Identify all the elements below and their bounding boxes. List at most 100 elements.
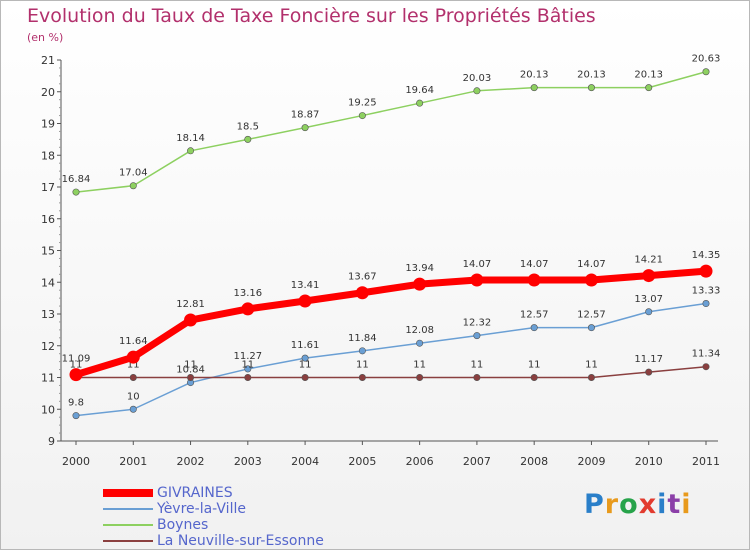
data-label: 11 — [299, 360, 312, 371]
data-point — [702, 68, 710, 76]
legend-item: Yèvre-la-Ville — [103, 501, 324, 517]
legend-swatch — [103, 524, 153, 526]
data-point — [473, 373, 481, 381]
data-point — [184, 313, 198, 327]
data-label: 14.07 — [520, 259, 549, 270]
data-label: 13.41 — [291, 280, 320, 291]
data-point — [416, 373, 424, 381]
data-point — [702, 363, 710, 371]
data-point — [129, 373, 137, 381]
data-point — [355, 286, 369, 300]
proxiti-logo: Proxiti — [584, 489, 692, 520]
data-label: 12.57 — [520, 310, 549, 321]
legend-label: Yèvre-la-Ville — [157, 501, 246, 517]
data-point — [358, 373, 366, 381]
data-label: 11.61 — [291, 340, 320, 351]
data-label: 11 — [413, 360, 426, 371]
data-label: 11 — [585, 360, 598, 371]
series-line — [74, 267, 707, 378]
y-tick-label: 20 — [41, 86, 55, 99]
data-label: 12.57 — [577, 310, 606, 321]
data-point — [416, 99, 424, 107]
legend-item: La Neuville-sur-Essonne — [103, 533, 324, 549]
data-point — [587, 324, 595, 332]
data-label: 12.81 — [176, 299, 205, 310]
data-point — [241, 302, 255, 316]
data-point — [473, 87, 481, 95]
logo-letter: t — [667, 489, 682, 520]
data-label: 11.84 — [348, 333, 377, 344]
legend-label: GIVRAINES — [157, 485, 233, 501]
data-point — [126, 350, 140, 364]
x-tick-label: 2000 — [62, 455, 90, 468]
x-tick-label: 2008 — [520, 455, 548, 468]
legend-item: GIVRAINES — [103, 485, 324, 501]
data-point — [587, 373, 595, 381]
data-point — [298, 294, 312, 308]
data-point — [416, 339, 424, 347]
data-label: 11.17 — [634, 354, 663, 365]
data-label: 20.13 — [634, 70, 663, 81]
data-label: 11 — [356, 360, 369, 371]
data-point — [187, 373, 195, 381]
data-point — [584, 273, 598, 287]
data-label: 18.5 — [237, 121, 259, 132]
data-label: 11.64 — [119, 336, 148, 347]
data-label: 20.13 — [520, 70, 549, 81]
data-label: 11 — [70, 360, 83, 371]
data-label: 19.64 — [405, 85, 434, 96]
data-point — [530, 84, 538, 92]
data-label: 11.27 — [233, 351, 262, 362]
data-point — [129, 405, 137, 413]
data-point — [645, 84, 653, 92]
data-label: 13.67 — [348, 272, 377, 283]
legend: GIVRAINES Yèvre-la-Ville Boynes La Neuville… — [103, 485, 324, 549]
data-point — [358, 347, 366, 355]
data-label: 20.63 — [692, 54, 721, 65]
data-point — [530, 373, 538, 381]
data-label: 11 — [241, 360, 254, 371]
data-label: 10.84 — [176, 365, 205, 376]
data-label: 11.09 — [62, 354, 91, 365]
logo-letter: o — [619, 489, 639, 520]
x-tick-label: 2010 — [635, 455, 663, 468]
legend-swatch — [103, 508, 153, 510]
logo-letter: r — [604, 489, 620, 520]
data-label: 11.34 — [692, 349, 721, 360]
data-label: 10 — [127, 391, 140, 402]
data-point — [587, 84, 595, 92]
data-point — [244, 135, 252, 143]
data-label: 13.94 — [405, 263, 434, 274]
legend-label: La Neuville-sur-Essonne — [157, 533, 324, 549]
data-point — [244, 365, 252, 373]
data-point — [244, 373, 252, 381]
data-label: 9.8 — [68, 398, 84, 409]
legend-item: Boynes — [103, 517, 324, 533]
data-label: 16.84 — [62, 174, 91, 185]
logo-letter: x — [638, 489, 658, 520]
data-label: 19.25 — [348, 98, 377, 109]
y-tick-label: 18 — [41, 149, 55, 162]
data-point — [358, 112, 366, 120]
x-tick-label: 2005 — [348, 455, 376, 468]
y-tick-label: 12 — [41, 340, 55, 353]
data-label: 11 — [184, 360, 197, 371]
x-tick-label: 2001 — [119, 455, 147, 468]
y-tick-label: 16 — [41, 213, 55, 226]
legend-swatch — [103, 489, 153, 497]
data-label: 11 — [528, 360, 541, 371]
data-point — [530, 324, 538, 332]
x-tick-label: 2002 — [177, 455, 205, 468]
data-label: 20.13 — [577, 70, 606, 81]
data-point — [470, 273, 484, 287]
data-label: 14.07 — [463, 259, 492, 270]
data-label: 20.03 — [463, 73, 492, 84]
data-point — [702, 300, 710, 308]
logo-letter: i — [657, 489, 668, 520]
y-tick-label: 14 — [41, 276, 55, 289]
data-point — [301, 354, 309, 362]
x-tick-label: 2003 — [234, 455, 262, 468]
x-tick-label: 2007 — [463, 455, 491, 468]
